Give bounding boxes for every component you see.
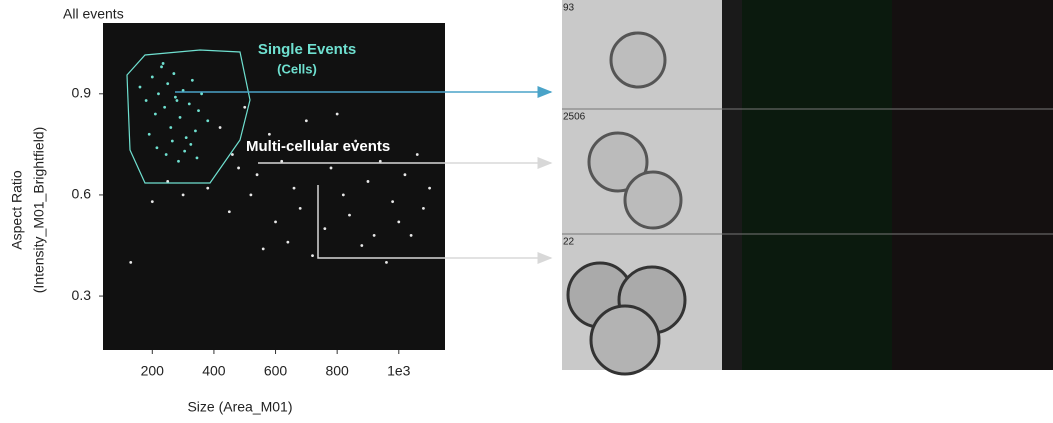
point [176,99,179,102]
point [200,92,203,95]
point [172,72,175,75]
point [237,167,240,170]
point [379,160,382,163]
point [299,207,302,210]
image-gallery: 93 2506 22 [562,0,1053,374]
cell [611,33,665,87]
point [342,194,345,197]
point [139,86,142,89]
point [428,187,431,190]
point [422,207,425,210]
point [256,173,259,176]
point [305,119,308,122]
y-tick-label: 0.6 [72,186,92,202]
x-axis-title: Size (Area_M01) [187,399,292,415]
image-id: 2506 [563,112,586,123]
figure: Single Events (Cells) Multi-cellular eve… [0,0,1053,418]
point [169,126,172,129]
point [165,153,168,156]
point [231,153,234,156]
point [360,244,363,247]
cell [591,306,659,374]
gate-sublabel: (Cells) [277,61,317,76]
point [391,200,394,203]
point [243,106,246,109]
point [228,210,231,213]
point [274,220,277,223]
point [189,143,192,146]
point [280,160,283,163]
gate-label: Single Events [258,41,356,58]
fluorescence-column [892,0,1053,370]
fluorescence-column [742,0,892,370]
point [194,129,197,132]
point [148,133,151,136]
separator [722,0,742,370]
point [262,247,265,250]
point [336,113,339,116]
point [162,62,165,65]
point [179,116,182,119]
y-tick-label: 0.9 [72,84,92,100]
y-axis-title: Aspect Ratio [9,170,25,250]
point [330,167,333,170]
point [151,76,154,79]
point [177,160,180,163]
point [373,234,376,237]
chart-title: All events [63,6,124,22]
point [145,99,148,102]
point [249,194,252,197]
point [410,234,413,237]
point [385,261,388,264]
point [416,153,419,156]
point [188,103,191,106]
point [157,92,160,95]
point [151,200,154,203]
region-label: Multi-cellular events [246,138,390,155]
x-tick-label: 1e3 [387,363,411,379]
point [286,241,289,244]
plot-area [103,23,445,350]
point [404,173,407,176]
point [160,65,163,68]
x-tick-label: 800 [325,363,349,379]
point [293,187,296,190]
x-tick-label: 400 [202,363,226,379]
point [185,136,188,139]
point [206,119,209,122]
point [397,220,400,223]
point [206,187,209,190]
point [191,79,194,82]
image-id: 22 [563,237,575,248]
point [219,126,222,129]
point [268,133,271,136]
point [323,227,326,230]
cell [625,172,681,228]
point [163,106,166,109]
image-id: 93 [563,3,575,14]
point [129,261,132,264]
x-tick-label: 200 [141,363,165,379]
y-tick-label: 0.3 [72,287,92,303]
x-tick-label: 600 [264,363,288,379]
point [348,214,351,217]
point [174,96,177,99]
point [166,82,169,85]
point [183,150,186,153]
point [182,194,185,197]
point [311,254,314,257]
point [154,113,157,116]
point [171,140,174,143]
y-axis-title: (Intensity_M01_Brightfield) [31,127,47,294]
point [156,146,159,149]
point [197,109,200,112]
point [196,156,199,159]
point [367,180,370,183]
